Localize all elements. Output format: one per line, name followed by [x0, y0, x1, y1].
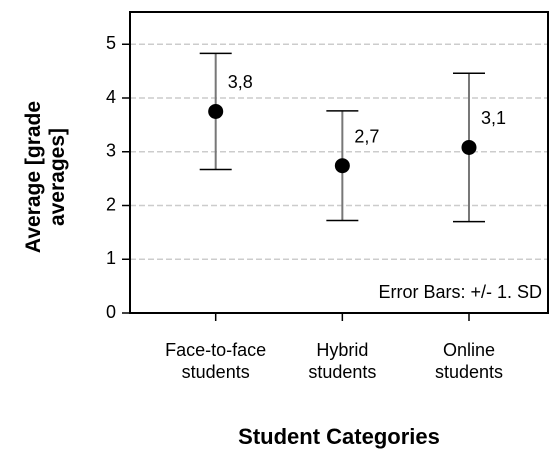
point [208, 103, 224, 119]
x-tick-label: Online students [434, 340, 503, 382]
plot-frame [129, 11, 549, 314]
y-axis-label: Average [grade averages] [22, 100, 69, 254]
value-label: 3,1 [481, 108, 506, 128]
x-tick-label: Face-to-face students [165, 340, 267, 382]
point [461, 139, 477, 155]
y-tick-label: 2 [106, 194, 116, 214]
y-tick-label: 4 [106, 87, 116, 107]
annotation: Error Bars: +/- 1. SD [378, 282, 542, 302]
point [334, 158, 350, 174]
value-label: 3,8 [228, 72, 253, 92]
value-label: 2,7 [354, 126, 379, 146]
y-tick-label: 1 [106, 248, 116, 268]
y-tick-label: 3 [106, 141, 116, 161]
x-tick-label: Hybrid students [308, 340, 377, 382]
x-axis-label: Student Categories [238, 424, 440, 449]
y-tick-label: 0 [106, 302, 116, 322]
y-tick-label: 5 [106, 33, 116, 53]
